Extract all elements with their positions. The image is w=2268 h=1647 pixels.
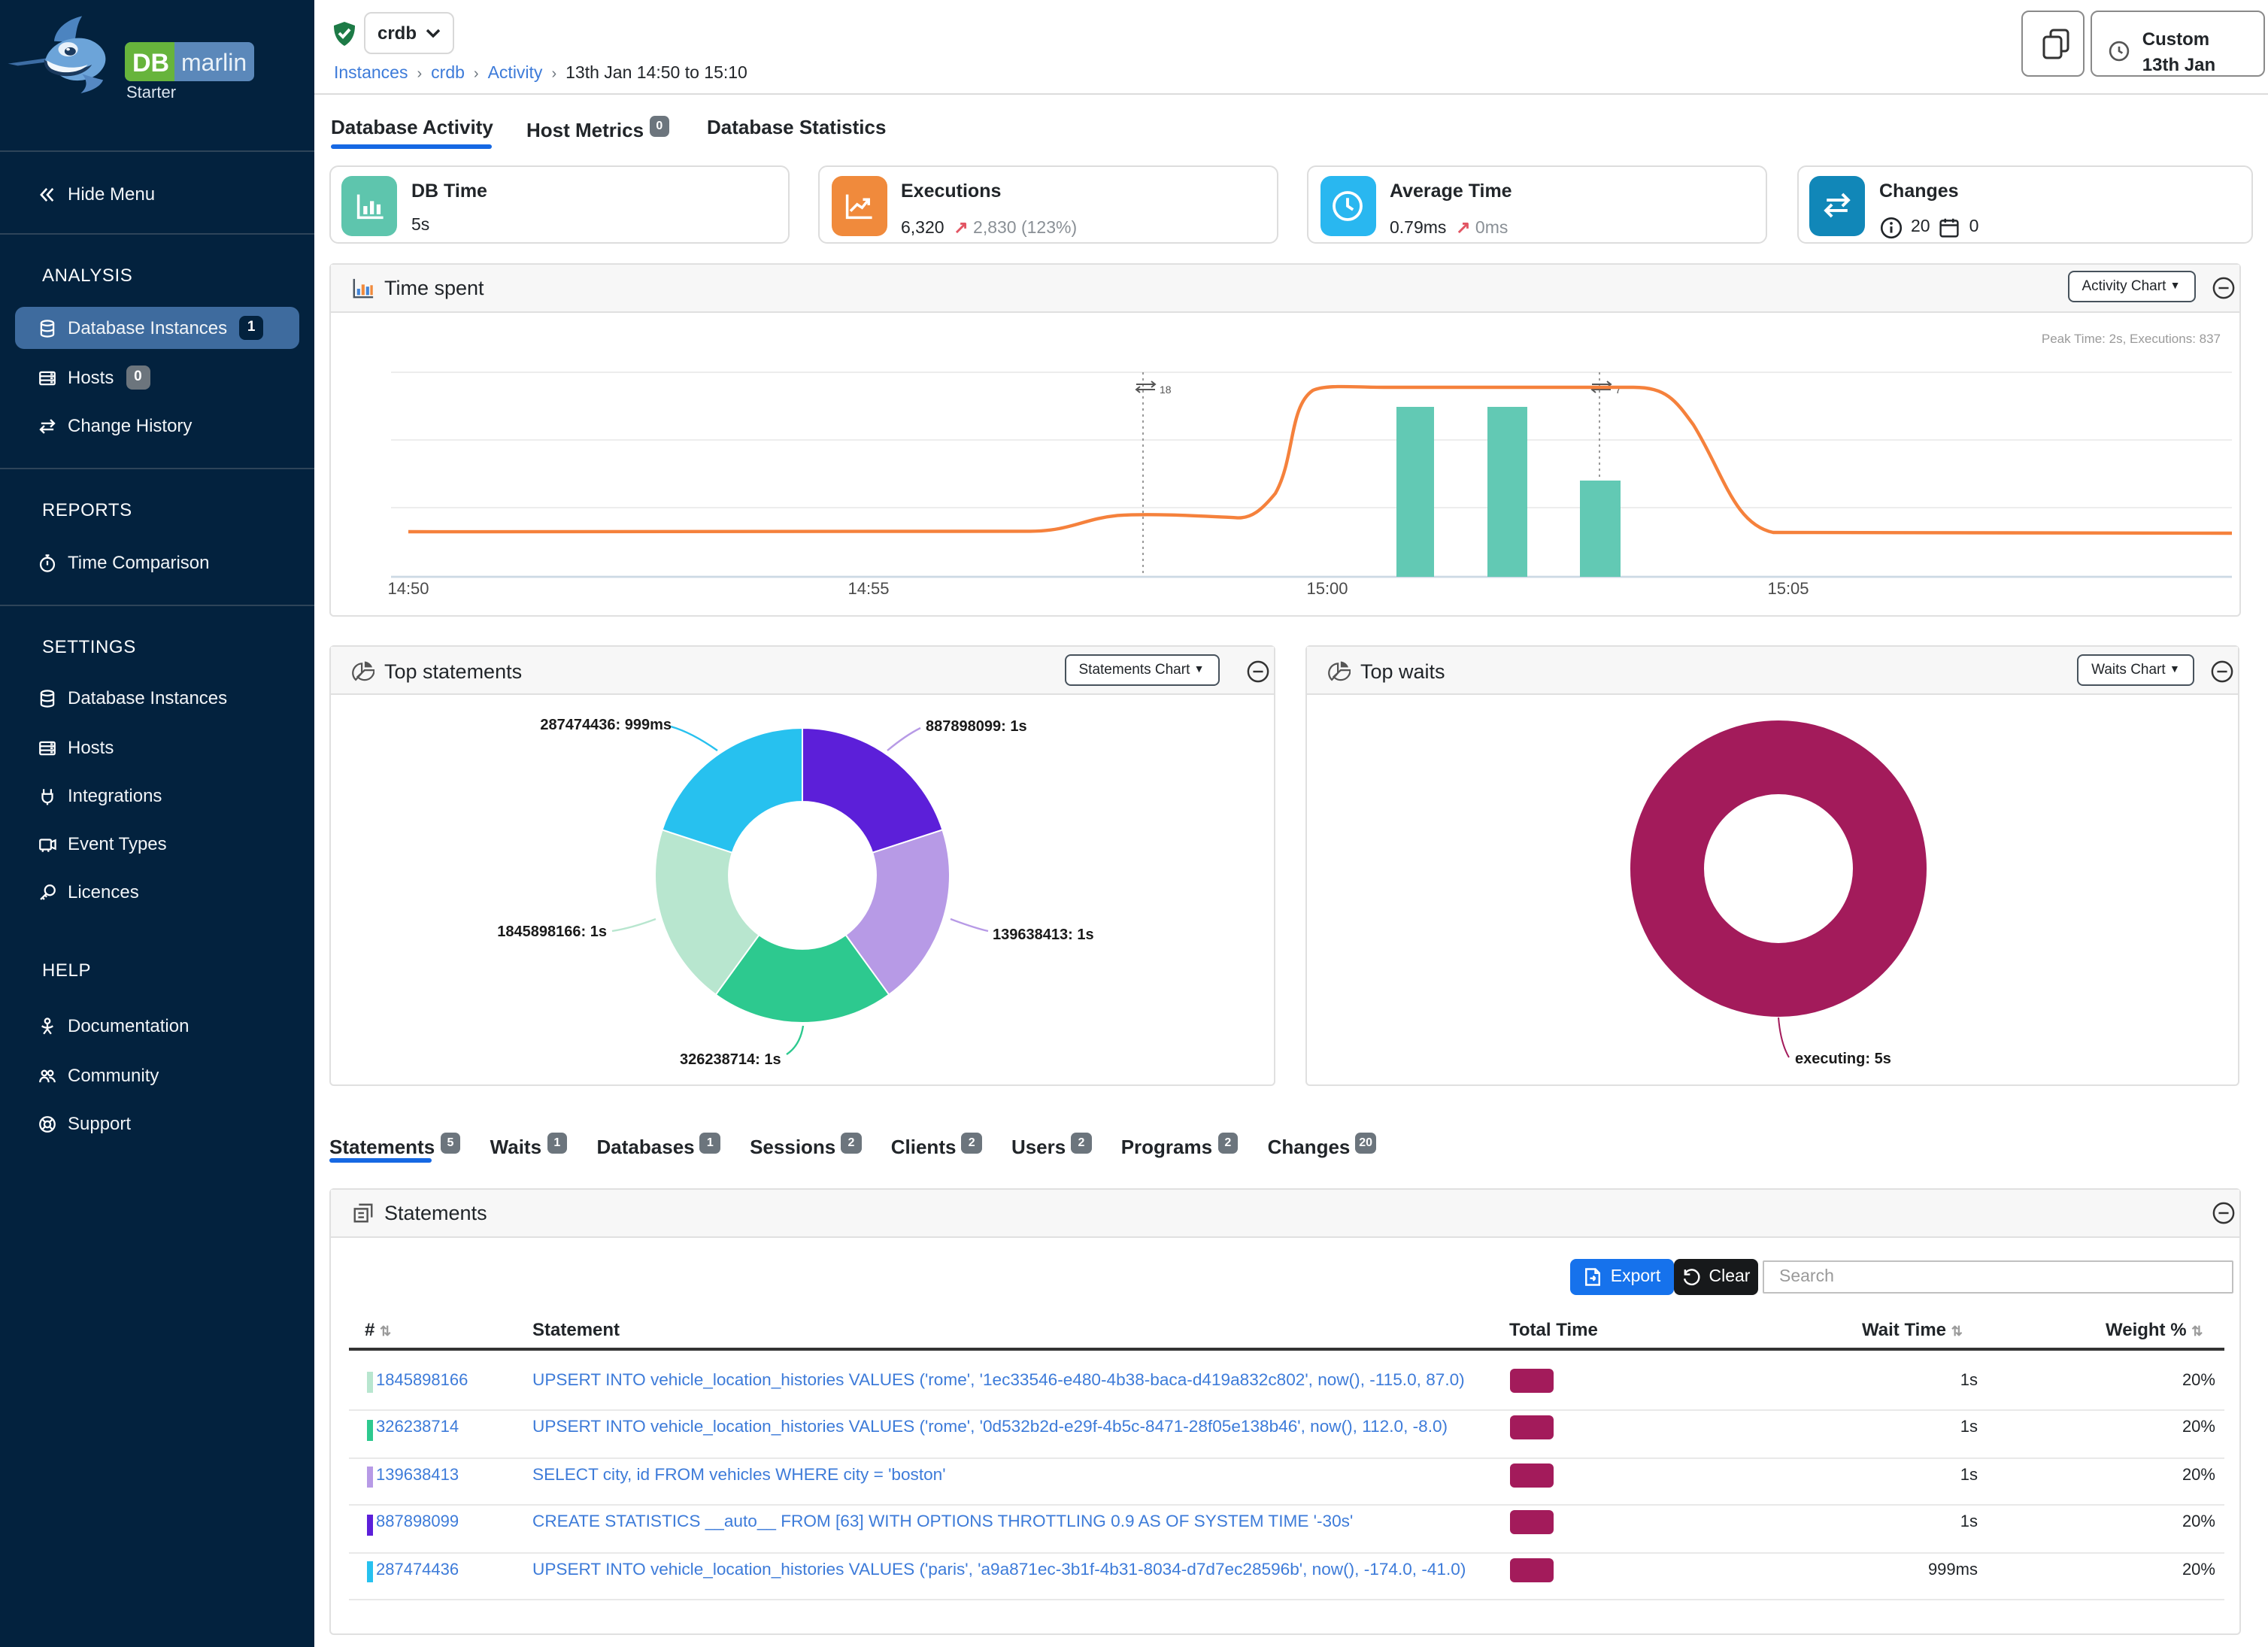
svg-text:Starter: Starter: [126, 83, 176, 102]
svg-text:887898099: 1s: 887898099: 1s: [925, 718, 1026, 735]
svg-text:15:05: 15:05: [1766, 578, 1808, 597]
svg-text:7: 7: [1615, 383, 1621, 395]
svg-text:15:00: 15:00: [1305, 578, 1347, 597]
svg-text:1845898166: 1s: 1845898166: 1s: [496, 924, 606, 940]
svg-text:marlin: marlin: [181, 49, 247, 76]
svg-text:139638413: 1s: 139638413: 1s: [992, 927, 1093, 943]
svg-text:14:55: 14:55: [847, 578, 888, 597]
svg-text:executing: 5s: executing: 5s: [1794, 1051, 1891, 1067]
svg-text:18: 18: [1159, 383, 1171, 395]
svg-text:326238714: 1s: 326238714: 1s: [679, 1051, 781, 1068]
svg-text:287474436: 999ms: 287474436: 999ms: [539, 717, 671, 733]
svg-text:14:50: 14:50: [387, 578, 428, 597]
svg-text:DB: DB: [132, 49, 169, 77]
